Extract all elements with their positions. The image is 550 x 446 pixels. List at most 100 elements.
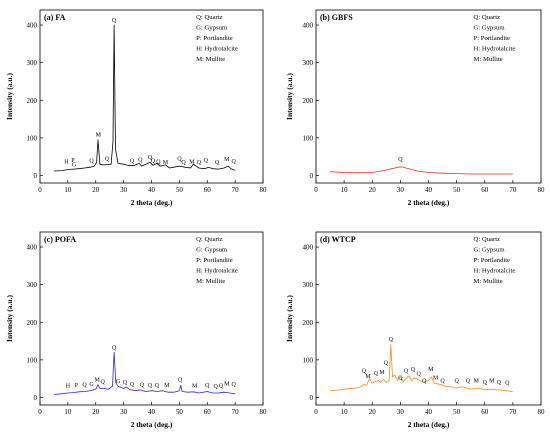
y-tick-label: 400 xyxy=(27,22,38,30)
peak-label: M xyxy=(164,383,170,389)
peak-label: M xyxy=(224,381,230,387)
x-tick-label: 80 xyxy=(538,408,546,416)
panel-2: 0 10 20 30 40 50 60 70 80 0 100 200 300 400 2 theta (d… xyxy=(285,9,546,207)
peak-labels: Q xyxy=(398,157,403,163)
peak-label: Q xyxy=(232,382,237,388)
peak-label: Q xyxy=(178,377,183,383)
peak-label: Q xyxy=(89,158,94,164)
y-tick-label: 300 xyxy=(27,59,38,67)
y-tick-label: 100 xyxy=(303,356,314,364)
y-tick-label: 0 xyxy=(310,172,314,180)
legend-entry: Q: Quartz xyxy=(474,14,501,21)
peak-label: Q xyxy=(112,18,117,24)
peak-labels: QMH P Q G Q G Q Q Q Q Q MQM Q Q Q M Q xyxy=(66,345,237,390)
peak-label: Q xyxy=(362,368,367,374)
x-tick-label: 60 xyxy=(204,186,212,194)
legend-entry: M: Mullite xyxy=(474,56,503,63)
panel-title: (d) WTCP xyxy=(320,235,356,244)
x-tick-label: 80 xyxy=(260,408,268,416)
peak-label: G xyxy=(116,379,121,385)
y-tick-label: 300 xyxy=(303,59,314,67)
peak-label: M xyxy=(489,378,495,384)
x-tick-label: 80 xyxy=(260,186,268,194)
peak-label: H xyxy=(66,383,71,389)
legend: Q: Quartz G: Gypsum P: Portlandite H: Hydro… xyxy=(474,236,516,285)
legend-entry: H: Hydrotalcite xyxy=(196,268,238,275)
legend-entry: G: Gypsum xyxy=(196,25,228,32)
x-tick-label: 80 xyxy=(538,186,546,194)
peak-label: Q xyxy=(416,372,421,378)
panel-title: (b) GBFS xyxy=(320,13,353,22)
x-tick-label: 20 xyxy=(92,186,100,194)
legend-entry: P: Portlandite xyxy=(196,257,233,264)
peak-label: P xyxy=(71,158,75,164)
x-axis-label: 2 theta (deg.) xyxy=(408,198,450,207)
peak-label: M xyxy=(474,378,480,384)
y-axis-label: Intensity (a.u.) xyxy=(285,73,294,120)
peak-label: M xyxy=(94,377,100,383)
peak-label: Q xyxy=(148,383,153,389)
y-tick-label: 300 xyxy=(27,281,38,289)
peak-label: Q xyxy=(483,380,488,386)
y-tick-label: 200 xyxy=(27,319,38,327)
series-line xyxy=(53,24,236,172)
peak-label: Q xyxy=(232,159,237,165)
x-tick-label: 0 xyxy=(38,408,42,416)
y-axis-label: Intensity (a.u.) xyxy=(5,73,14,120)
legend: Q: Quartz G: Gypsum P: Portlandite H: Hydro… xyxy=(196,14,238,63)
x-tick-label: 40 xyxy=(425,408,433,416)
legend-entry: M: Mullite xyxy=(196,278,225,285)
peak-label: G xyxy=(89,382,94,388)
legend-entry: G: Gypsum xyxy=(196,247,228,254)
peak-labels: QMQ QH PGQ Q QQ Q MQQ M Q Q QM Q xyxy=(64,18,236,168)
legend: Q: Quartz G: Gypsum P: Portlandite H: Hydro… xyxy=(474,14,516,63)
peak-label: P xyxy=(75,383,79,389)
peak-label: Q xyxy=(404,369,409,375)
x-tick-label: 40 xyxy=(425,186,433,194)
x-tick-label: 0 xyxy=(38,186,42,194)
peak-label: M xyxy=(192,384,198,390)
x-tick-label: 10 xyxy=(341,186,349,194)
legend-entry: P: Portlandite xyxy=(474,35,511,42)
legend-entry: Q: Quartz xyxy=(196,236,223,243)
x-tick-label: 50 xyxy=(453,186,461,194)
legend-entry: H: Hydrotalcite xyxy=(474,268,516,275)
peak-label: M xyxy=(433,375,439,381)
x-tick-label: 70 xyxy=(509,186,517,194)
peak-label: Q xyxy=(389,337,394,343)
peak-label: Q xyxy=(398,157,403,163)
panel-4: 0 10 20 30 40 50 60 70 80 0 100 200 300 400 2 theta (d… xyxy=(285,231,546,429)
peak-label: Q xyxy=(140,383,145,389)
peak-label: Q xyxy=(398,375,403,381)
y-tick-label: 400 xyxy=(303,22,314,30)
peak-label: Q xyxy=(215,160,220,166)
peak-label: H xyxy=(64,159,69,165)
y-tick-label: 0 xyxy=(310,394,314,402)
y-tick-label: 200 xyxy=(303,319,314,327)
x-tick-label: 60 xyxy=(481,408,489,416)
panel-title: (a) FA xyxy=(44,13,66,22)
x-tick-label: 30 xyxy=(120,408,128,416)
x-tick-label: 60 xyxy=(204,408,212,416)
y-tick-label: 0 xyxy=(34,394,38,402)
y-tick-label: 100 xyxy=(27,134,38,142)
panel-title: (c) POFA xyxy=(44,235,76,244)
legend-entry: M: Mullite xyxy=(196,56,225,63)
peak-label: Q xyxy=(123,380,128,386)
peak-label: Q xyxy=(422,378,427,384)
peak-label: Q xyxy=(156,159,161,165)
peak-label: Q xyxy=(82,383,87,389)
x-tick-label: 50 xyxy=(176,186,184,194)
peak-label: Q xyxy=(374,371,379,377)
y-axis-label: Intensity (a.u.) xyxy=(5,295,14,342)
y-tick-label: 0 xyxy=(34,172,38,180)
legend-entry: G: Gypsum xyxy=(474,25,506,32)
x-tick-label: 10 xyxy=(64,408,72,416)
peak-label: Q xyxy=(440,378,445,384)
peak-label: M xyxy=(96,133,102,139)
legend: Q: Quartz G: Gypsum P: Portlandite H: Hydro… xyxy=(196,236,238,285)
y-tick-label: 200 xyxy=(303,97,314,105)
peak-label: Q xyxy=(497,380,502,386)
peak-label: Q xyxy=(151,159,156,165)
